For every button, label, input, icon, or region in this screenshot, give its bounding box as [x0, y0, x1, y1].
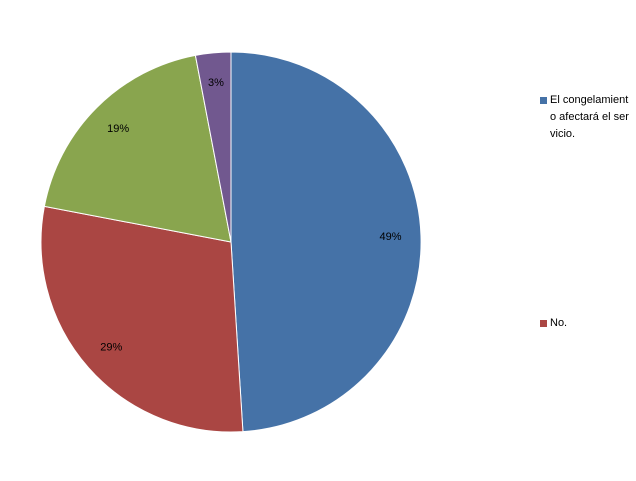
legend-swatch-no	[540, 320, 547, 327]
legend-item-no: No.	[540, 315, 632, 332]
pie-slice-2	[43, 54, 232, 243]
pie-slice-1	[40, 205, 244, 433]
legend-label-congelamiento: El congelamiento afectará el servicio.	[550, 94, 629, 140]
pie-slice-0	[230, 51, 422, 433]
slice-data-label-2: 19%	[107, 123, 129, 135]
legend-item-congelamiento: El congelamiento afectará el servicio.	[540, 92, 632, 143]
slice-data-label-3: 3%	[208, 77, 224, 89]
legend-swatch-congelamiento	[540, 97, 547, 104]
pie-slice-3	[194, 51, 232, 243]
slice-data-label-1: 29%	[100, 341, 122, 353]
slice-data-label-0: 49%	[379, 231, 401, 243]
legend-label-no: No.	[550, 317, 568, 329]
